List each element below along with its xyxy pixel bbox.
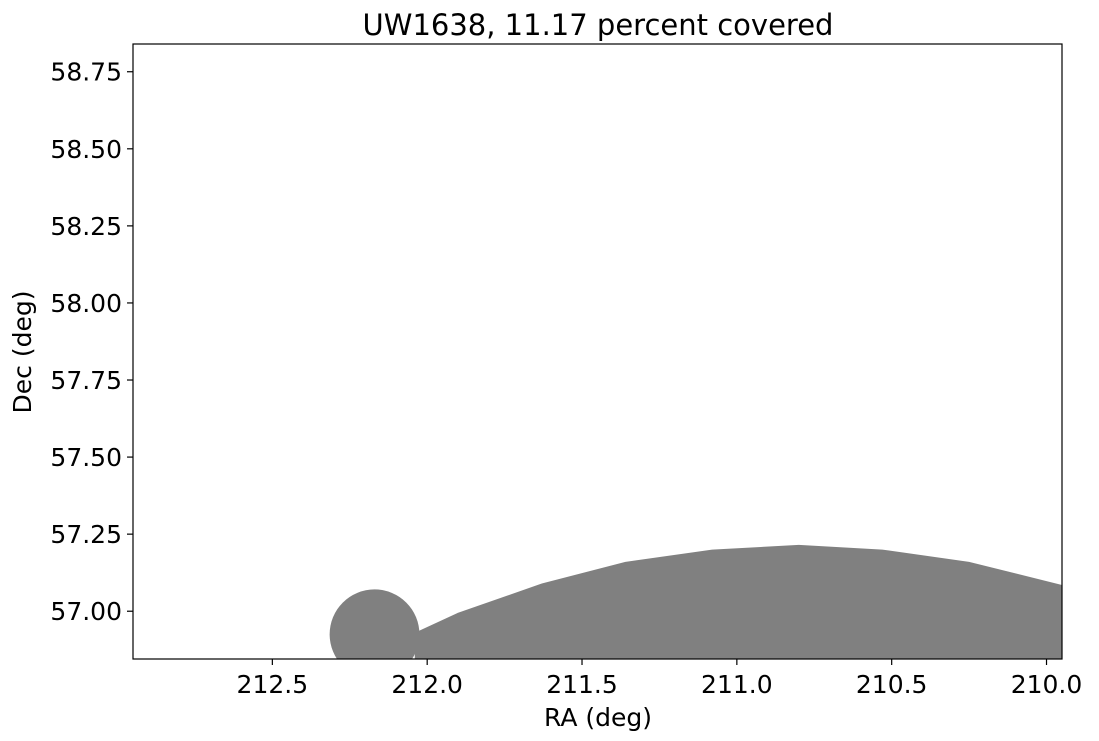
y-tick-label: 57.75	[50, 366, 122, 395]
chart-title: UW1638, 11.17 percent covered	[363, 8, 834, 42]
coverage-region	[414, 544, 1062, 659]
x-tick-label: 211.5	[546, 670, 618, 699]
x-tick-label: 211.0	[701, 670, 773, 699]
y-tick-label: 58.75	[50, 58, 122, 87]
x-tick-label: 212.5	[237, 670, 309, 699]
y-tick-label: 57.00	[50, 597, 122, 626]
y-tick-label: 58.50	[50, 135, 122, 164]
y-axis: 57.00 57.25 57.50 57.75 58.00 58.25 58.50 58.75	[50, 58, 133, 626]
y-tick-label: 57.25	[50, 520, 122, 549]
y-axis-label: Dec (deg)	[8, 291, 37, 414]
y-tick-label: 58.25	[50, 212, 122, 241]
plot-area	[329, 544, 1062, 659]
x-axis-label: RA (deg)	[544, 703, 652, 732]
plot-frame	[132, 43, 1063, 660]
x-tick-label: 212.0	[391, 670, 463, 699]
coverage-circle	[329, 589, 420, 659]
x-axis: 212.5 212.0 211.5 211.0 210.5 210.0	[237, 659, 1083, 699]
y-tick-label: 57.50	[50, 443, 122, 472]
y-tick-label: 58.00	[50, 289, 122, 318]
x-tick-label: 210.0	[1011, 670, 1083, 699]
x-tick-label: 210.5	[856, 670, 928, 699]
